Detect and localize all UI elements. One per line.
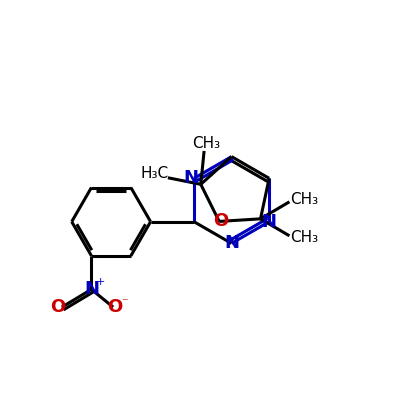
Text: +: + (96, 277, 105, 287)
Text: CH₃: CH₃ (290, 230, 318, 245)
Text: O: O (50, 298, 66, 316)
Text: N: N (85, 280, 100, 298)
Text: CH₃: CH₃ (290, 192, 318, 207)
Text: CH₃: CH₃ (192, 136, 220, 151)
Text: N: N (224, 234, 239, 252)
Text: O: O (214, 212, 229, 230)
Text: H₃C: H₃C (140, 166, 168, 181)
Text: N: N (262, 213, 277, 231)
Text: O: O (108, 298, 123, 316)
Text: N: N (183, 169, 198, 187)
Text: ⁻: ⁻ (122, 296, 128, 309)
